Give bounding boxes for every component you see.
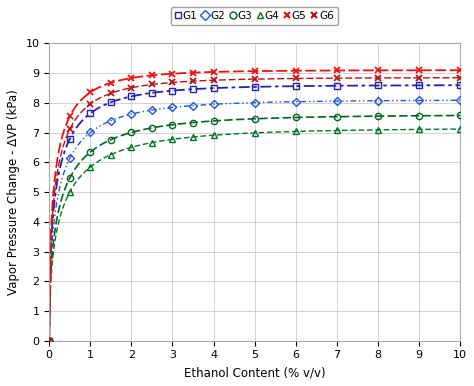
Y-axis label: Vapor Pressure Change - ΔVP (kPa): Vapor Pressure Change - ΔVP (kPa) <box>7 89 20 295</box>
Legend: G1, G2, G3, G4, G5, G6: G1, G2, G3, G4, G5, G6 <box>171 7 338 25</box>
X-axis label: Ethanol Content (% v/v): Ethanol Content (% v/v) <box>184 366 326 379</box>
